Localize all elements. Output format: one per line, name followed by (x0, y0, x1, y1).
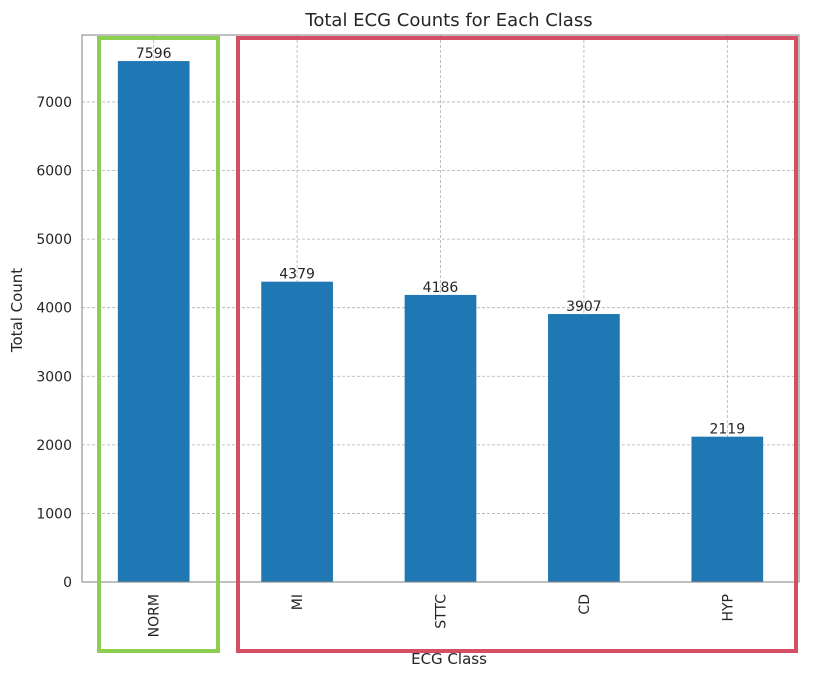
highlight-box-red (236, 36, 798, 653)
x-tick-label-cd: CD (577, 594, 593, 615)
x-axis-label: ECG Class (411, 650, 487, 668)
data-label-norm: 7596 (136, 46, 172, 62)
data-label-hyp: 2119 (709, 422, 745, 438)
highlight-box-green (97, 36, 220, 653)
data-label-mi: 4379 (279, 267, 315, 283)
y-tick-label: 0 (63, 575, 72, 591)
y-tick-label: 1000 (36, 506, 72, 522)
y-tick-label: 4000 (36, 301, 72, 317)
x-tick-label-hyp: HYP (720, 594, 736, 622)
y-tick-label: 6000 (36, 164, 72, 180)
x-tick-label-mi: MI (290, 594, 306, 610)
y-tick-label: 2000 (36, 438, 72, 454)
y-axis-label: Total Count (8, 268, 26, 353)
x-tick-label-norm: NORM (147, 594, 163, 637)
bar-cd (548, 314, 620, 582)
tick-layer: 0 1000 2000 3000 4000 5000 6000 7000 NORM MI STTC C… (36, 95, 736, 637)
y-tick-label: 3000 (36, 369, 72, 385)
chart-title: Total ECG Counts for Each Class (304, 10, 592, 31)
bar-layer (117, 61, 764, 583)
data-label-cd: 3907 (566, 299, 602, 315)
label-layer: 7596 4379 4186 3907 2119 (136, 46, 745, 438)
axes-frame (81, 34, 800, 583)
bar-sttc (404, 294, 477, 582)
bar-hyp (691, 436, 764, 582)
y-tick-label: 7000 (36, 95, 72, 111)
y-tick-label: 5000 (36, 232, 72, 248)
bar-mi (261, 281, 333, 582)
highlight-layer (97, 36, 798, 653)
data-label-sttc: 4186 (423, 280, 459, 296)
bar-norm (117, 61, 190, 583)
x-tick-label-sttc: STTC (434, 594, 450, 629)
